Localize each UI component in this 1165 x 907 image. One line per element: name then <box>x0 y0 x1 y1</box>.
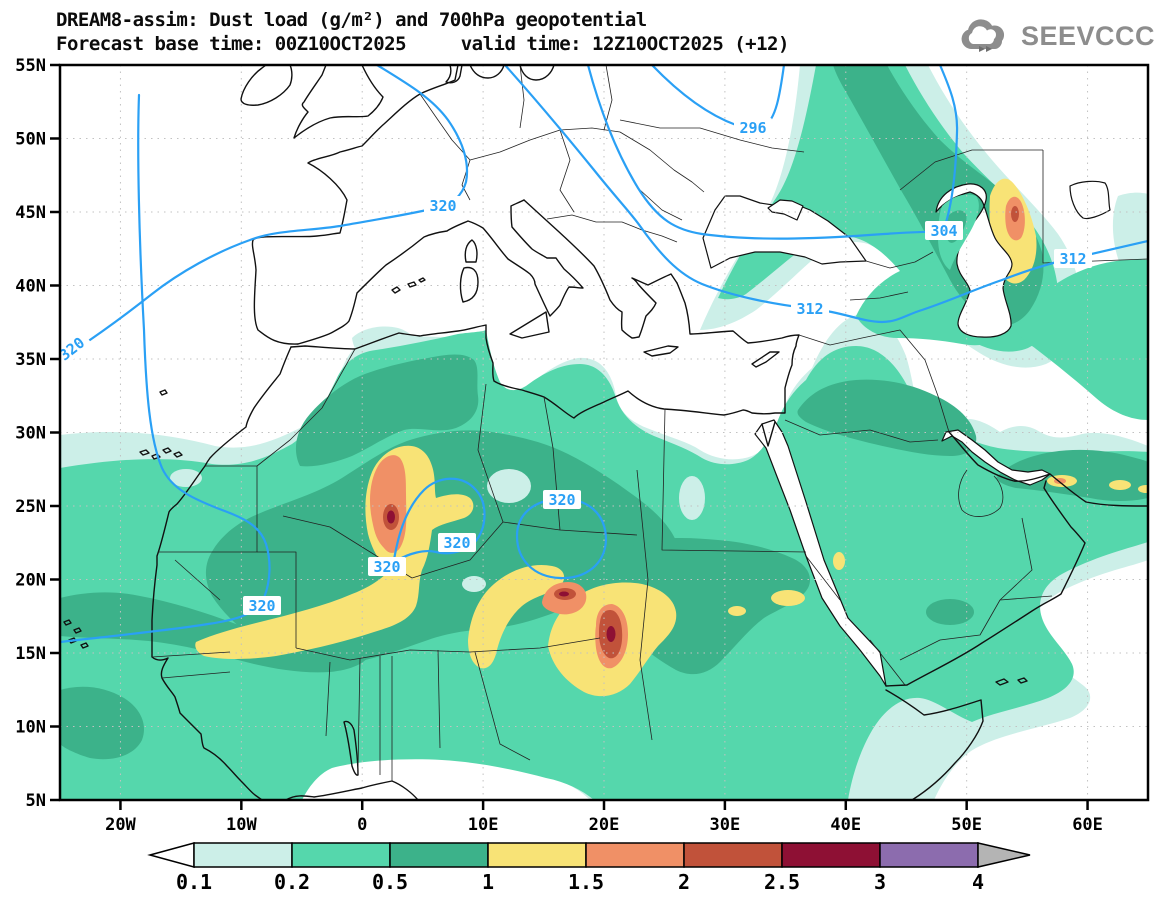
geopotential-label-320: 320 <box>438 533 476 552</box>
label-text: 312 <box>1059 250 1086 268</box>
contour-value-labels: 296 304 312 312 320 320 320 320 320 320 <box>51 118 1092 615</box>
lat-label-10N: 10N <box>15 718 46 738</box>
label-box <box>1054 249 1092 268</box>
legend-right-arrow <box>977 842 1031 868</box>
label-text: 320 <box>443 534 470 552</box>
lon-label-0: 0 <box>357 815 367 835</box>
contour-320-europe <box>76 65 469 350</box>
label-box <box>438 533 476 552</box>
lat-label-25N: 25N <box>15 497 46 517</box>
dust-load-colorbar: 0.1 0.2 0.5 1 1.5 2 2.5 3 4 <box>147 842 1031 894</box>
map-subtitle: Forecast base time: 00Z10OCT2025 valid t… <box>56 33 789 55</box>
lat-label-30N: 30N <box>15 424 46 444</box>
lon-label-20W: 20W <box>105 815 136 835</box>
label-text: 320 <box>429 197 456 215</box>
geopotential-label-312: 312 <box>1054 249 1092 268</box>
label-box <box>243 596 281 615</box>
geopotential-label-320: 320 <box>368 557 406 576</box>
legend-segment-0.5 <box>389 842 489 868</box>
lon-label-50E: 50E <box>951 815 982 835</box>
coastlines <box>63 65 1148 800</box>
aral-sea <box>1069 180 1111 220</box>
dust-layer-2.5 <box>387 510 616 642</box>
legend-segment-0.1 <box>193 842 293 868</box>
contour-320-atlantic <box>60 93 271 644</box>
geopotential-label-320: 320 <box>424 196 462 215</box>
label-text: 312 <box>796 300 823 318</box>
crimea-peninsula <box>767 199 804 221</box>
lon-label-10W: 10W <box>226 815 257 835</box>
lat-label-15N: 15N <box>15 644 46 664</box>
geopotential-label-312: 312 <box>791 299 829 318</box>
label-box <box>734 118 772 137</box>
graticule <box>60 65 1148 800</box>
lon-label-40E: 40E <box>830 815 861 835</box>
contour-320-algeria-loop <box>391 477 486 568</box>
contour-320-libya-loop <box>515 497 608 580</box>
legend-value-1.5: 1.5 <box>568 870 604 894</box>
contour-304 <box>586 65 959 240</box>
legend-value-1: 1 <box>482 870 494 894</box>
legend-left-arrow <box>147 842 195 868</box>
label-text: 320 <box>373 558 400 576</box>
label-box <box>791 299 829 318</box>
lat-label-45N: 45N <box>15 203 46 223</box>
legend-value-0.2: 0.2 <box>274 870 310 894</box>
label-box <box>368 557 406 576</box>
legend-value-0.1: 0.1 <box>176 870 212 894</box>
geopotential-label-320: 320 <box>243 596 281 615</box>
map-title: DREAM8-assim: Dust load (g/m²) and 700hP… <box>56 9 647 31</box>
legend-segment-3 <box>879 842 979 868</box>
cloud-logo-icon <box>961 19 1004 52</box>
label-box <box>424 196 462 215</box>
caspian-sea <box>935 183 1013 338</box>
axis-ticks-and-labels: 55N 50N 45N 40N 35N 30N 25N 20N 15N 10N 5N 20W 10W 0 1… <box>15 56 1103 835</box>
label-text: 320 <box>248 597 275 615</box>
lat-label-50N: 50N <box>15 130 46 150</box>
legend-segment-1 <box>487 842 587 868</box>
label-text: 320 <box>548 491 575 509</box>
label-box <box>543 490 581 509</box>
legend-value-4: 4 <box>972 870 984 894</box>
geopotential-label-320: 320 <box>51 330 92 367</box>
lat-label-5N: 5N <box>26 791 46 811</box>
geopotential-label-304: 304 <box>925 221 963 240</box>
geopotential-label-296: 296 <box>734 118 772 137</box>
legend-segment-0.2 <box>291 842 391 868</box>
lat-label-40N: 40N <box>15 277 46 297</box>
lon-label-10E: 10E <box>468 815 499 835</box>
lat-label-20N: 20N <box>15 571 46 591</box>
geopotential-label-320: 320 <box>543 490 581 509</box>
lon-label-60E: 60E <box>1072 815 1103 835</box>
legend-value-0.5: 0.5 <box>372 870 408 894</box>
lon-label-20E: 20E <box>589 815 620 835</box>
label-text: 304 <box>930 222 957 240</box>
lat-label-35N: 35N <box>15 350 46 370</box>
legend-value-2: 2 <box>678 870 690 894</box>
label-text: 296 <box>739 119 766 137</box>
lon-label-30E: 30E <box>710 815 741 835</box>
label-box <box>925 221 963 240</box>
legend-value-3: 3 <box>874 870 886 894</box>
lat-label-55N: 55N <box>15 56 46 76</box>
legend-segment-2 <box>683 842 783 868</box>
legend-segment-1.5 <box>585 842 685 868</box>
logo-text: SEEVCCC <box>1020 20 1155 51</box>
legend-value-2.5: 2.5 <box>764 870 800 894</box>
label-box <box>51 330 92 367</box>
seevccc-logo: SEEVCCC <box>957 16 1155 56</box>
country-borders <box>151 65 1148 781</box>
legend-segment-2.5 <box>781 842 881 868</box>
